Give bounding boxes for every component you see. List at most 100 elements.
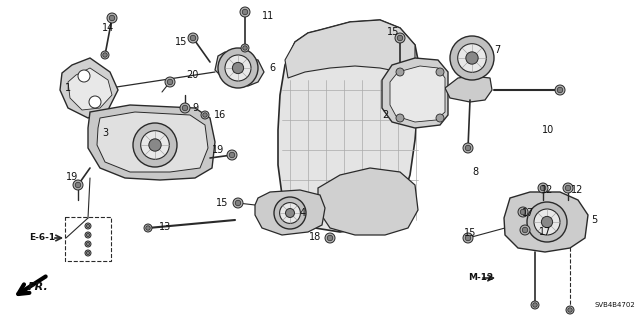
Circle shape xyxy=(146,226,150,230)
Polygon shape xyxy=(68,68,112,110)
Text: 16: 16 xyxy=(214,110,226,120)
Circle shape xyxy=(532,303,537,307)
Circle shape xyxy=(103,53,108,57)
Text: 15: 15 xyxy=(464,228,476,238)
Text: 19: 19 xyxy=(66,172,78,182)
Text: 3: 3 xyxy=(102,128,108,138)
Text: 7: 7 xyxy=(494,45,500,55)
Circle shape xyxy=(201,111,209,119)
Text: M-12: M-12 xyxy=(468,273,493,283)
Text: 4: 4 xyxy=(300,208,306,218)
Circle shape xyxy=(144,224,152,232)
Circle shape xyxy=(566,306,574,314)
Text: SVB4B4702: SVB4B4702 xyxy=(595,302,636,308)
Circle shape xyxy=(568,308,572,312)
Circle shape xyxy=(229,152,235,158)
Circle shape xyxy=(280,203,300,223)
Circle shape xyxy=(463,143,473,153)
Polygon shape xyxy=(88,105,215,180)
Circle shape xyxy=(133,123,177,167)
Circle shape xyxy=(85,250,91,256)
Circle shape xyxy=(285,209,294,218)
Text: 18: 18 xyxy=(309,232,321,242)
Circle shape xyxy=(101,51,109,59)
Polygon shape xyxy=(382,58,448,128)
Text: 20: 20 xyxy=(186,70,198,80)
Circle shape xyxy=(167,79,173,85)
Text: 11: 11 xyxy=(262,11,274,21)
Circle shape xyxy=(188,33,198,43)
Text: 13: 13 xyxy=(159,222,171,232)
Circle shape xyxy=(465,145,471,151)
Circle shape xyxy=(327,235,333,241)
Circle shape xyxy=(86,224,90,228)
Circle shape xyxy=(227,150,237,160)
Polygon shape xyxy=(504,192,588,252)
Circle shape xyxy=(396,68,404,76)
Text: FR.: FR. xyxy=(28,282,49,292)
Polygon shape xyxy=(318,168,418,235)
Circle shape xyxy=(73,180,83,190)
Circle shape xyxy=(557,87,563,93)
Circle shape xyxy=(518,207,528,217)
Circle shape xyxy=(541,216,552,227)
Circle shape xyxy=(180,103,190,113)
Polygon shape xyxy=(215,52,264,86)
Circle shape xyxy=(149,139,161,151)
Text: 15: 15 xyxy=(175,37,187,47)
Circle shape xyxy=(450,36,494,80)
Text: 6: 6 xyxy=(269,63,275,73)
Circle shape xyxy=(555,85,565,95)
Text: 15: 15 xyxy=(387,27,399,37)
Circle shape xyxy=(520,225,530,235)
Text: E-6-1: E-6-1 xyxy=(29,233,55,241)
Circle shape xyxy=(534,209,560,235)
Circle shape xyxy=(218,48,258,88)
Circle shape xyxy=(395,33,405,43)
Circle shape xyxy=(325,233,335,243)
Circle shape xyxy=(243,46,247,50)
Circle shape xyxy=(466,52,478,64)
Circle shape xyxy=(89,96,101,108)
Circle shape xyxy=(109,15,115,21)
Text: 12: 12 xyxy=(541,185,553,195)
Text: 12: 12 xyxy=(571,185,583,195)
Circle shape xyxy=(463,233,473,243)
Circle shape xyxy=(527,202,567,242)
Circle shape xyxy=(86,242,90,246)
Circle shape xyxy=(203,113,207,117)
Circle shape xyxy=(274,197,306,229)
Circle shape xyxy=(85,241,91,247)
Circle shape xyxy=(397,35,403,41)
Circle shape xyxy=(458,44,486,72)
Circle shape xyxy=(236,200,241,206)
Polygon shape xyxy=(97,112,208,172)
Text: 17: 17 xyxy=(539,227,551,237)
Circle shape xyxy=(78,70,90,82)
Circle shape xyxy=(563,183,573,193)
Circle shape xyxy=(76,182,81,188)
Circle shape xyxy=(520,209,525,215)
Text: 17: 17 xyxy=(522,208,534,218)
Text: 2: 2 xyxy=(382,110,388,120)
Circle shape xyxy=(396,114,404,122)
Circle shape xyxy=(233,198,243,208)
Polygon shape xyxy=(390,66,445,122)
Text: 10: 10 xyxy=(542,125,554,135)
Circle shape xyxy=(165,77,175,87)
Polygon shape xyxy=(285,20,415,80)
Circle shape xyxy=(538,183,548,193)
Text: 5: 5 xyxy=(591,215,597,225)
Polygon shape xyxy=(255,190,325,235)
Circle shape xyxy=(565,185,571,191)
Circle shape xyxy=(531,301,539,309)
Text: 19: 19 xyxy=(212,145,224,155)
Circle shape xyxy=(240,7,250,17)
Circle shape xyxy=(85,232,91,238)
Circle shape xyxy=(436,114,444,122)
Polygon shape xyxy=(445,76,492,102)
Circle shape xyxy=(436,68,444,76)
Polygon shape xyxy=(278,20,420,232)
Circle shape xyxy=(141,131,170,159)
Circle shape xyxy=(85,223,91,229)
